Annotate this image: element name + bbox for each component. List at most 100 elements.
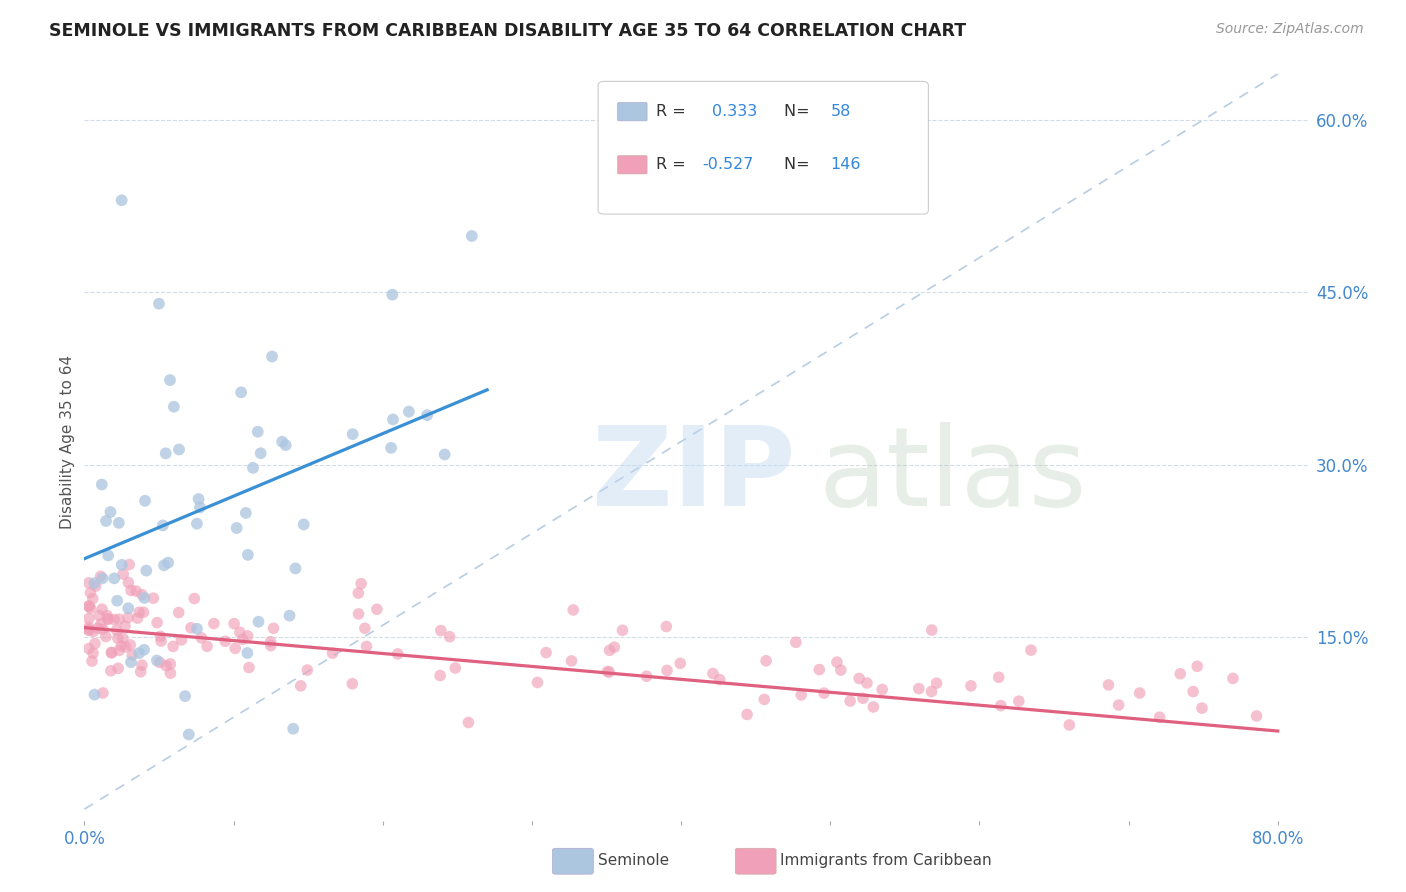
Point [856, 676, 879, 690]
Point [84, 637, 107, 651]
Point [461, 229, 484, 244]
Point [94, 514, 117, 528]
Point [77, 624, 100, 638]
Point [125, 584, 148, 599]
Point [987, 670, 1010, 684]
Point [107, 516, 129, 530]
Point [655, 664, 678, 678]
Point [1168, 666, 1191, 681]
Point [117, 575, 139, 590]
Point [347, 586, 370, 600]
Point [159, 666, 181, 681]
Point [114, 619, 136, 633]
Point [259, 634, 281, 648]
Point [149, 629, 172, 643]
Point [100, 646, 122, 660]
Point [152, 518, 174, 533]
Point [342, 427, 364, 442]
Point [1187, 659, 1209, 673]
Point [127, 611, 149, 625]
Text: 0.333: 0.333 [711, 104, 756, 120]
Point [669, 657, 692, 671]
Point [180, 621, 202, 635]
Text: N=: N= [785, 104, 815, 120]
Point [839, 694, 862, 708]
Text: Immigrants from Caribbean: Immigrants from Caribbean [780, 854, 993, 868]
Point [429, 668, 451, 682]
Text: -0.527: -0.527 [702, 157, 754, 172]
Point [108, 643, 131, 657]
Point [297, 663, 319, 677]
Point [117, 610, 139, 624]
Point [114, 640, 136, 654]
Point [167, 606, 190, 620]
Point [274, 438, 297, 452]
Point [90, 616, 112, 631]
Point [163, 400, 186, 414]
Point [283, 722, 305, 736]
Point [82, 591, 104, 606]
FancyBboxPatch shape [617, 103, 647, 120]
Point [562, 603, 585, 617]
Point [457, 715, 479, 730]
Point [174, 689, 197, 703]
Point [112, 567, 135, 582]
Point [77, 641, 100, 656]
Point [655, 619, 678, 633]
Point [118, 558, 141, 572]
Point [1222, 672, 1244, 686]
Point [808, 663, 831, 677]
Point [159, 373, 181, 387]
Point [132, 642, 155, 657]
Point [105, 593, 128, 607]
Point [322, 646, 344, 660]
Point [83, 576, 105, 591]
Point [990, 698, 1012, 713]
Point [83, 688, 105, 702]
Point [755, 654, 778, 668]
Point [146, 653, 169, 667]
Point [292, 517, 315, 532]
Point [702, 666, 724, 681]
Point [94, 630, 117, 644]
Point [232, 632, 254, 647]
Point [848, 672, 870, 686]
Point [603, 640, 626, 654]
Point [1059, 718, 1081, 732]
Point [187, 491, 209, 506]
Point [79, 601, 101, 615]
Point [202, 616, 225, 631]
Point [380, 441, 402, 455]
Point [347, 607, 370, 621]
Point [77, 599, 100, 614]
Point [381, 287, 404, 301]
Point [1191, 701, 1213, 715]
Point [157, 556, 180, 570]
Point [960, 679, 983, 693]
Point [599, 643, 621, 657]
Point [709, 673, 731, 687]
Point [1129, 686, 1152, 700]
Point [135, 564, 157, 578]
Point [149, 656, 172, 670]
Point [121, 648, 143, 663]
Point [91, 571, 114, 585]
Point [612, 624, 634, 638]
Point [1149, 710, 1171, 724]
Point [242, 461, 264, 475]
Point [236, 646, 259, 660]
Point [159, 657, 181, 671]
Point [236, 629, 259, 643]
Point [77, 620, 100, 634]
Point [830, 663, 852, 677]
Point [108, 612, 131, 626]
Point [224, 641, 246, 656]
Point [155, 446, 177, 460]
Point [150, 634, 173, 648]
Point [263, 621, 285, 635]
Point [142, 591, 165, 606]
Point [87, 608, 110, 623]
Point [813, 686, 835, 700]
Point [278, 608, 301, 623]
Point [117, 601, 139, 615]
